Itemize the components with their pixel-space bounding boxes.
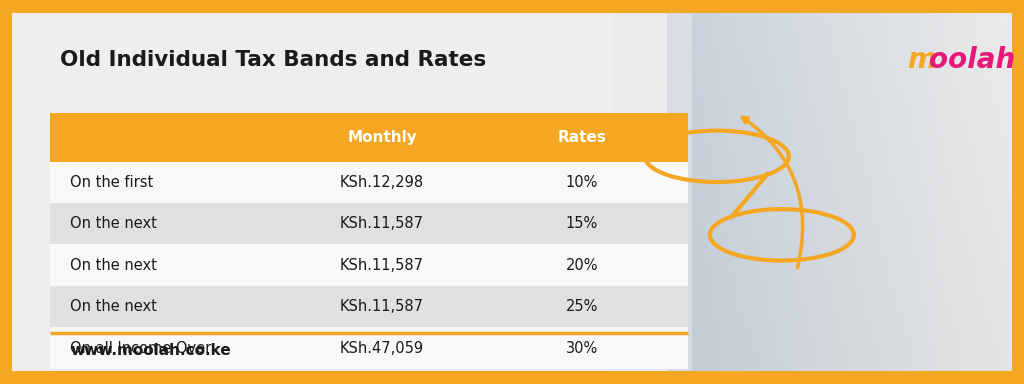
- Text: KSh.11,587: KSh.11,587: [340, 299, 424, 314]
- Text: KSh.11,587: KSh.11,587: [340, 216, 424, 231]
- Text: KSh.47,059: KSh.47,059: [340, 341, 424, 356]
- Text: On the next: On the next: [71, 258, 157, 273]
- FancyBboxPatch shape: [50, 245, 688, 286]
- FancyBboxPatch shape: [612, 13, 692, 371]
- Text: 15%: 15%: [566, 216, 598, 231]
- Text: 25%: 25%: [566, 299, 598, 314]
- Text: KSh.11,587: KSh.11,587: [340, 258, 424, 273]
- Text: On the next: On the next: [71, 216, 157, 231]
- FancyBboxPatch shape: [50, 327, 688, 369]
- Text: Rates: Rates: [557, 130, 606, 145]
- FancyBboxPatch shape: [12, 13, 1012, 371]
- Text: On the first: On the first: [71, 175, 154, 190]
- Text: 10%: 10%: [566, 175, 598, 190]
- Text: 20%: 20%: [565, 258, 598, 273]
- FancyBboxPatch shape: [50, 203, 688, 245]
- Text: www.moolah.co.ke: www.moolah.co.ke: [71, 343, 231, 358]
- Text: Old Individual Tax Bands and Rates: Old Individual Tax Bands and Rates: [60, 50, 486, 70]
- Text: On all Income Over: On all Income Over: [71, 341, 212, 356]
- Text: KSh.12,298: KSh.12,298: [340, 175, 424, 190]
- Text: Monthly: Monthly: [347, 130, 417, 145]
- Text: On the next: On the next: [71, 299, 157, 314]
- FancyBboxPatch shape: [50, 162, 688, 203]
- Text: 30%: 30%: [566, 341, 598, 356]
- FancyBboxPatch shape: [50, 113, 688, 162]
- FancyBboxPatch shape: [50, 286, 688, 327]
- Text: oolah: oolah: [929, 46, 1015, 74]
- Text: m: m: [907, 46, 936, 74]
